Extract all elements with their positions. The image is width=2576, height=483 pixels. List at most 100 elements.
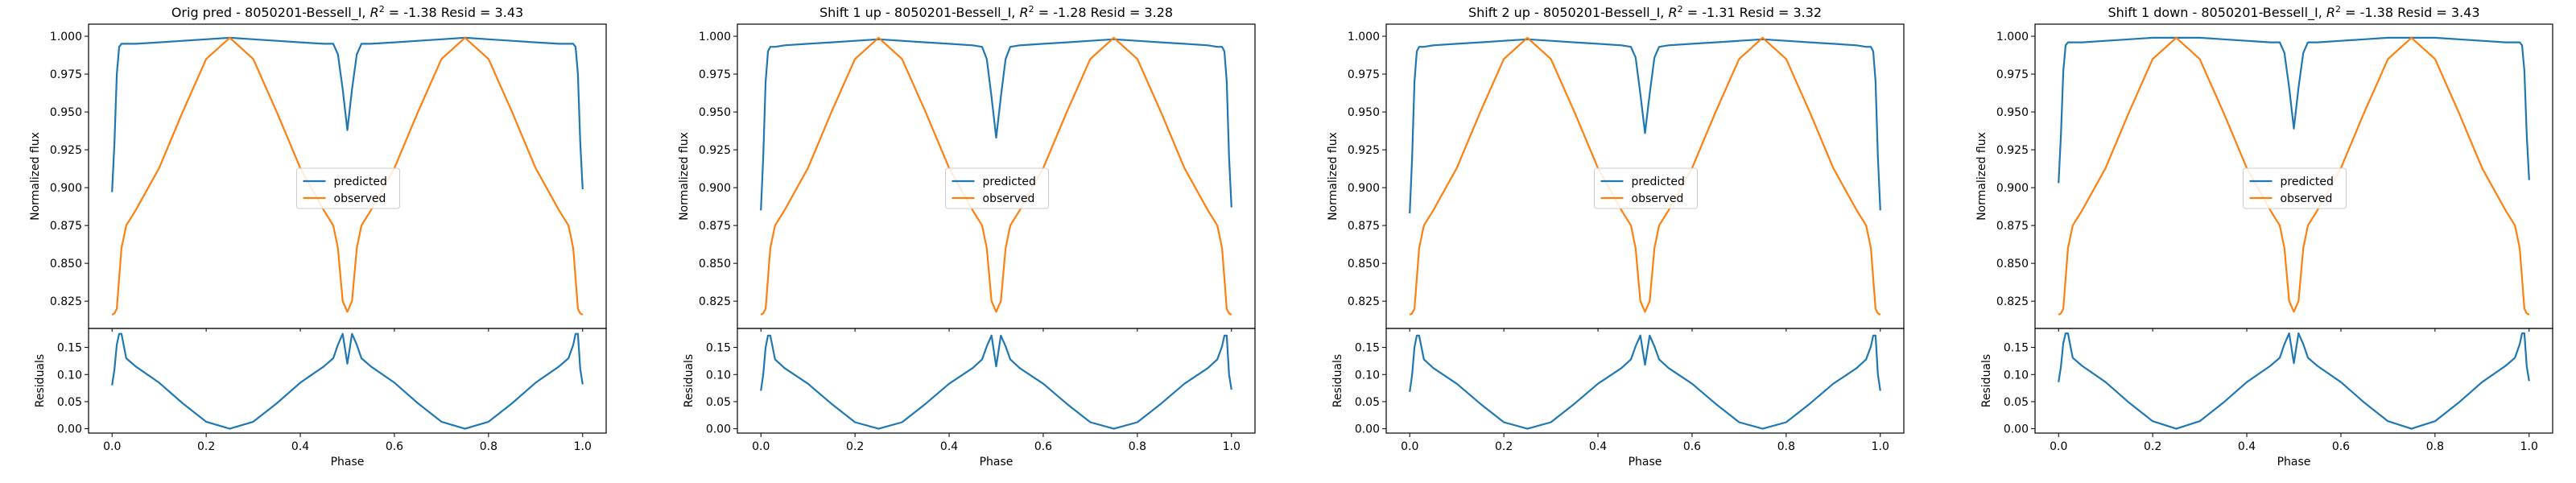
- y-tick-label: 0.825: [1996, 295, 2029, 308]
- x-tick-label: 0.6: [2332, 440, 2350, 453]
- residual-y-tick-label: 0.05: [706, 396, 731, 409]
- residual-y-tick-label: 0.00: [2004, 423, 2029, 436]
- residual-y-tick-label: 0.10: [2004, 369, 2029, 382]
- resid-word: Resid =: [437, 5, 495, 20]
- resid-word: Resid =: [1087, 5, 1145, 20]
- x-tick-label: 0.4: [940, 440, 958, 453]
- residual-y-tick-label: 0.15: [706, 342, 731, 355]
- equals-sign: =: [1034, 5, 1054, 20]
- y-axis-label: Normalized flux: [1327, 132, 1340, 221]
- y-tick-label: 1.000: [699, 31, 731, 43]
- legend-label-predicted: predicted: [2281, 175, 2334, 188]
- x-tick-label: 0.4: [2238, 440, 2256, 453]
- residuals-series-line: [1409, 334, 1881, 430]
- y-tick-label: 0.825: [699, 295, 731, 308]
- x-tick-label: 1.0: [2520, 440, 2538, 453]
- resid-value: 3.32: [1793, 5, 1822, 20]
- residual-y-axis-label: Residuals: [683, 354, 696, 407]
- legend-label-predicted: predicted: [1632, 175, 1685, 188]
- residual-y-axis-label: Residuals: [34, 354, 47, 407]
- legend-label-predicted: predicted: [983, 175, 1036, 188]
- residual-axes-frame: [1385, 328, 1905, 434]
- equals-sign: =: [2341, 5, 2360, 20]
- y-tick-label: 0.900: [1996, 182, 2029, 195]
- predicted-series-line: [760, 38, 1232, 211]
- x-tick-label: 0.6: [1034, 440, 1052, 453]
- y-tick-label: 0.850: [1348, 258, 1380, 270]
- predicted-series-line: [2058, 36, 2530, 184]
- panel-title: Shift 1 down - 8050201-Bessell_I, R2 = -…: [2108, 4, 2480, 22]
- x-tick-label: 0.2: [846, 440, 864, 453]
- residual-y-axis-label: Residuals: [1331, 354, 1344, 407]
- residuals-series-line: [2058, 332, 2530, 430]
- legend-label-observed: observed: [1632, 192, 1684, 205]
- y-tick-label: 0.950: [699, 106, 731, 119]
- resid-value: 3.43: [495, 5, 524, 20]
- x-tick-label: 0.8: [1129, 440, 1146, 453]
- residual-y-tick-label: 0.15: [1355, 342, 1380, 355]
- y-tick-label: 0.825: [1348, 295, 1380, 308]
- resid-word: Resid =: [2393, 5, 2451, 20]
- y-tick-label: 0.900: [50, 182, 82, 195]
- y-axis-label: Normalized flux: [1975, 132, 1988, 221]
- panel-title: Orig pred - 8050201-Bessell_I, R2 = -1.3…: [171, 4, 523, 22]
- x-tick-label: 0.2: [1495, 440, 1513, 453]
- y-tick-label: 0.875: [699, 220, 731, 233]
- title-prefix: Orig pred - 8050201-Bessell_I,: [171, 5, 370, 21]
- r2-symbol: R: [1668, 5, 1677, 20]
- residual-y-tick-label: 0.00: [1355, 423, 1380, 436]
- observed-series-line: [1409, 36, 1881, 316]
- r2-superscript: 2: [379, 4, 385, 14]
- r2-superscript: 2: [1029, 4, 1034, 14]
- residual-axes-frame: [737, 328, 1256, 434]
- y-tick-label: 0.975: [1996, 68, 2029, 81]
- x-tick-label: 0.0: [2050, 440, 2067, 453]
- residual-y-tick-label: 0.15: [57, 342, 82, 355]
- y-tick-label: 0.825: [50, 295, 82, 308]
- title-prefix: Shift 1 up - 8050201-Bessell_I,: [819, 5, 1020, 21]
- r2-superscript: 2: [2335, 4, 2341, 14]
- x-tick-label: 0.2: [2144, 440, 2161, 453]
- panel-title: Shift 2 up - 8050201-Bessell_I, R2 = -1.…: [1468, 4, 1822, 22]
- y-tick-label: 0.950: [1996, 106, 2029, 119]
- equals-sign: =: [385, 5, 404, 20]
- r2-value: -1.38: [2360, 5, 2393, 20]
- y-tick-label: 1.000: [1348, 31, 1380, 43]
- resid-value: 3.43: [2451, 5, 2480, 20]
- residual-y-tick-label: 0.05: [57, 396, 82, 409]
- legend-label-predicted: predicted: [334, 175, 387, 188]
- predicted-series-line: [111, 36, 584, 192]
- resid-word: Resid =: [1736, 5, 1794, 20]
- residual-y-tick-label: 0.10: [1355, 369, 1380, 382]
- x-axis-label: Phase: [1629, 456, 1662, 469]
- r2-symbol: R: [1019, 5, 1028, 20]
- y-tick-label: 0.925: [1348, 144, 1380, 157]
- x-axis-label: Phase: [980, 456, 1013, 469]
- residuals-series-line: [760, 334, 1232, 430]
- y-tick-label: 0.900: [1348, 182, 1380, 195]
- residual-y-axis-label: Residuals: [1980, 354, 1993, 407]
- legend: predicted observed: [2243, 167, 2347, 209]
- x-tick-label: 0.6: [386, 440, 403, 453]
- panel-title: Shift 1 up - 8050201-Bessell_I, R2 = -1.…: [819, 4, 1173, 22]
- x-tick-label: 0.0: [1401, 440, 1418, 453]
- y-tick-label: 0.850: [1996, 258, 2029, 270]
- residuals-series-line: [111, 332, 584, 430]
- y-tick-label: 1.000: [1996, 31, 2029, 43]
- observed-series-line: [760, 36, 1232, 316]
- y-tick-label: 0.925: [1996, 144, 2029, 157]
- x-tick-label: 0.8: [2426, 440, 2444, 453]
- r2-value: -1.31: [1702, 5, 1735, 20]
- title-prefix: Shift 1 down - 8050201-Bessell_I,: [2108, 5, 2326, 21]
- legend: predicted observed: [945, 167, 1049, 209]
- y-tick-label: 0.850: [50, 258, 82, 270]
- y-tick-label: 0.875: [1996, 220, 2029, 233]
- observed-series-line: [2058, 36, 2530, 316]
- residual-y-tick-label: 0.05: [1355, 396, 1380, 409]
- x-axis-label: Phase: [331, 456, 365, 469]
- x-tick-label: 1.0: [1223, 440, 1241, 453]
- residual-y-tick-label: 0.15: [2004, 342, 2029, 355]
- panel-3: Shift 2 up - 8050201-Bessell_I, R2 = -1.…: [1327, 4, 1905, 469]
- residual-y-tick-label: 0.10: [57, 369, 82, 382]
